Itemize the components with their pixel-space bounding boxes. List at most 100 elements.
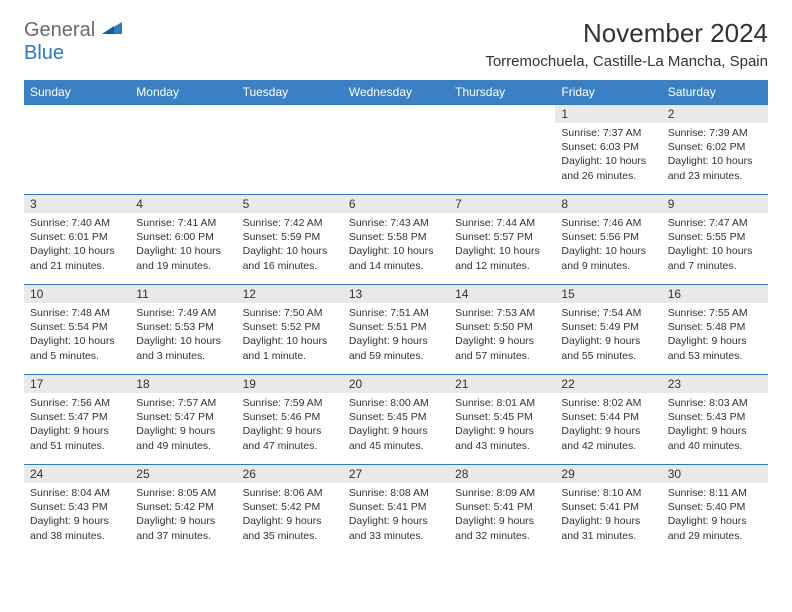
- day-number: 24: [24, 465, 130, 483]
- sunset-text: Sunset: 5:55 PM: [668, 230, 762, 244]
- sunset-text: Sunset: 5:47 PM: [136, 410, 230, 424]
- sunset-text: Sunset: 5:46 PM: [243, 410, 337, 424]
- daylight-text: Daylight: 10 hours and 3 minutes.: [136, 334, 230, 362]
- daylight-text: Daylight: 10 hours and 14 minutes.: [349, 244, 443, 272]
- sunset-text: Sunset: 6:01 PM: [30, 230, 124, 244]
- daylight-text: Daylight: 10 hours and 26 minutes.: [561, 154, 655, 182]
- day-number: 29: [555, 465, 661, 483]
- day-cell: 18Sunrise: 7:57 AMSunset: 5:47 PMDayligh…: [130, 375, 236, 465]
- daylight-text: Daylight: 9 hours and 59 minutes.: [349, 334, 443, 362]
- week-row: 3Sunrise: 7:40 AMSunset: 6:01 PMDaylight…: [24, 195, 768, 285]
- day-number: 9: [662, 195, 768, 213]
- daylight-text: Daylight: 9 hours and 29 minutes.: [668, 514, 762, 542]
- day-number: 13: [343, 285, 449, 303]
- day-number: 22: [555, 375, 661, 393]
- day-cell: 30Sunrise: 8:11 AMSunset: 5:40 PMDayligh…: [662, 465, 768, 555]
- sunset-text: Sunset: 5:56 PM: [561, 230, 655, 244]
- calendar-body: 1Sunrise: 7:37 AMSunset: 6:03 PMDaylight…: [24, 105, 768, 555]
- day-number: 11: [130, 285, 236, 303]
- sunrise-text: Sunrise: 7:54 AM: [561, 306, 655, 320]
- sunrise-text: Sunrise: 8:09 AM: [455, 486, 549, 500]
- sunset-text: Sunset: 6:00 PM: [136, 230, 230, 244]
- day-details: Sunrise: 7:53 AMSunset: 5:50 PMDaylight:…: [449, 303, 555, 367]
- day-number: 27: [343, 465, 449, 483]
- day-details: Sunrise: 7:46 AMSunset: 5:56 PMDaylight:…: [555, 213, 661, 277]
- day-cell: 10Sunrise: 7:48 AMSunset: 5:54 PMDayligh…: [24, 285, 130, 375]
- day-details: Sunrise: 7:41 AMSunset: 6:00 PMDaylight:…: [130, 213, 236, 277]
- day-number: 1: [555, 105, 661, 123]
- sunset-text: Sunset: 5:41 PM: [561, 500, 655, 514]
- day-details: Sunrise: 8:11 AMSunset: 5:40 PMDaylight:…: [662, 483, 768, 547]
- day-cell: 17Sunrise: 7:56 AMSunset: 5:47 PMDayligh…: [24, 375, 130, 465]
- sunrise-text: Sunrise: 8:08 AM: [349, 486, 443, 500]
- day-header-row: Sunday Monday Tuesday Wednesday Thursday…: [24, 80, 768, 105]
- day-details: Sunrise: 7:43 AMSunset: 5:58 PMDaylight:…: [343, 213, 449, 277]
- day-cell: 6Sunrise: 7:43 AMSunset: 5:58 PMDaylight…: [343, 195, 449, 285]
- day-cell: 5Sunrise: 7:42 AMSunset: 5:59 PMDaylight…: [237, 195, 343, 285]
- sunrise-text: Sunrise: 7:39 AM: [668, 126, 762, 140]
- sunrise-text: Sunrise: 8:02 AM: [561, 396, 655, 410]
- day-header: Saturday: [662, 80, 768, 105]
- sunrise-text: Sunrise: 8:00 AM: [349, 396, 443, 410]
- sunset-text: Sunset: 5:43 PM: [30, 500, 124, 514]
- day-cell: 1Sunrise: 7:37 AMSunset: 6:03 PMDaylight…: [555, 105, 661, 195]
- sunrise-text: Sunrise: 7:37 AM: [561, 126, 655, 140]
- logo-word-blue: Blue: [24, 42, 64, 64]
- day-details: Sunrise: 7:50 AMSunset: 5:52 PMDaylight:…: [237, 303, 343, 367]
- day-number: 28: [449, 465, 555, 483]
- sunrise-text: Sunrise: 7:47 AM: [668, 216, 762, 230]
- daylight-text: Daylight: 9 hours and 37 minutes.: [136, 514, 230, 542]
- sunrise-text: Sunrise: 7:59 AM: [243, 396, 337, 410]
- day-cell: 16Sunrise: 7:55 AMSunset: 5:48 PMDayligh…: [662, 285, 768, 375]
- sunset-text: Sunset: 5:49 PM: [561, 320, 655, 334]
- day-cell: 24Sunrise: 8:04 AMSunset: 5:43 PMDayligh…: [24, 465, 130, 555]
- day-number: 6: [343, 195, 449, 213]
- sunrise-text: Sunrise: 8:11 AM: [668, 486, 762, 500]
- sunrise-text: Sunrise: 7:48 AM: [30, 306, 124, 320]
- sunrise-text: Sunrise: 8:03 AM: [668, 396, 762, 410]
- day-details: Sunrise: 8:03 AMSunset: 5:43 PMDaylight:…: [662, 393, 768, 457]
- daylight-text: Daylight: 9 hours and 31 minutes.: [561, 514, 655, 542]
- sunrise-text: Sunrise: 8:10 AM: [561, 486, 655, 500]
- sunset-text: Sunset: 5:44 PM: [561, 410, 655, 424]
- sunset-text: Sunset: 5:53 PM: [136, 320, 230, 334]
- daylight-text: Daylight: 10 hours and 23 minutes.: [668, 154, 762, 182]
- day-number: 19: [237, 375, 343, 393]
- daylight-text: Daylight: 10 hours and 21 minutes.: [30, 244, 124, 272]
- day-number: 30: [662, 465, 768, 483]
- daylight-text: Daylight: 10 hours and 16 minutes.: [243, 244, 337, 272]
- day-details: Sunrise: 7:57 AMSunset: 5:47 PMDaylight:…: [130, 393, 236, 457]
- daylight-text: Daylight: 9 hours and 53 minutes.: [668, 334, 762, 362]
- daylight-text: Daylight: 9 hours and 45 minutes.: [349, 424, 443, 452]
- daylight-text: Daylight: 9 hours and 32 minutes.: [455, 514, 549, 542]
- sunset-text: Sunset: 5:45 PM: [349, 410, 443, 424]
- sunrise-text: Sunrise: 7:42 AM: [243, 216, 337, 230]
- day-number: 20: [343, 375, 449, 393]
- daylight-text: Daylight: 10 hours and 1 minute.: [243, 334, 337, 362]
- sunrise-text: Sunrise: 8:05 AM: [136, 486, 230, 500]
- sunrise-text: Sunrise: 7:46 AM: [561, 216, 655, 230]
- sunrise-text: Sunrise: 7:41 AM: [136, 216, 230, 230]
- day-details: Sunrise: 8:02 AMSunset: 5:44 PMDaylight:…: [555, 393, 661, 457]
- day-details: Sunrise: 7:54 AMSunset: 5:49 PMDaylight:…: [555, 303, 661, 367]
- day-number: 8: [555, 195, 661, 213]
- sunrise-text: Sunrise: 7:51 AM: [349, 306, 443, 320]
- logo: General Blue: [24, 18, 124, 65]
- day-number: 14: [449, 285, 555, 303]
- day-details: Sunrise: 8:09 AMSunset: 5:41 PMDaylight:…: [449, 483, 555, 547]
- logo-mark-icon: [100, 18, 124, 36]
- sunrise-text: Sunrise: 7:53 AM: [455, 306, 549, 320]
- daylight-text: Daylight: 10 hours and 7 minutes.: [668, 244, 762, 272]
- day-cell: 28Sunrise: 8:09 AMSunset: 5:41 PMDayligh…: [449, 465, 555, 555]
- day-cell: 26Sunrise: 8:06 AMSunset: 5:42 PMDayligh…: [237, 465, 343, 555]
- daylight-text: Daylight: 9 hours and 40 minutes.: [668, 424, 762, 452]
- day-cell: 11Sunrise: 7:49 AMSunset: 5:53 PMDayligh…: [130, 285, 236, 375]
- week-row: 17Sunrise: 7:56 AMSunset: 5:47 PMDayligh…: [24, 375, 768, 465]
- sunset-text: Sunset: 5:59 PM: [243, 230, 337, 244]
- sunset-text: Sunset: 5:45 PM: [455, 410, 549, 424]
- daylight-text: Daylight: 9 hours and 42 minutes.: [561, 424, 655, 452]
- sunset-text: Sunset: 5:51 PM: [349, 320, 443, 334]
- daylight-text: Daylight: 9 hours and 47 minutes.: [243, 424, 337, 452]
- day-cell: 15Sunrise: 7:54 AMSunset: 5:49 PMDayligh…: [555, 285, 661, 375]
- day-cell: 29 Sunrise: 8:10 AMSunset: 5:41 PMDayligh…: [555, 465, 661, 555]
